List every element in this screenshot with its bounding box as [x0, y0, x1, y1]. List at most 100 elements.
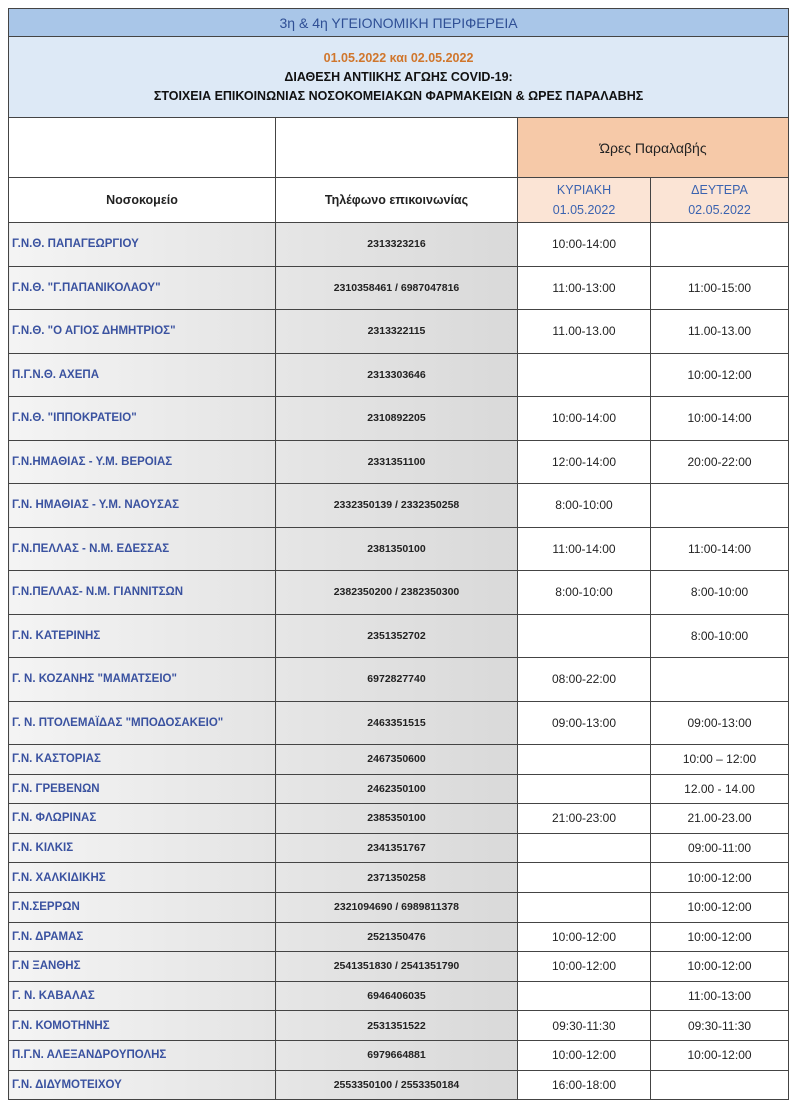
sunday-hours-cell: 10:00-12:00: [517, 921, 651, 953]
monday-hours-cell: 20:00-22:00: [649, 439, 790, 484]
hospital-name-cell: Γ. Ν. ΠΤΟΛΕΜΑΪΔΑΣ "ΜΠΟΔΟΣΑΚΕΙΟ": [8, 700, 276, 745]
phone-cell: 2463351515: [275, 700, 518, 745]
hospital-name-cell: Γ.Ν.Θ. "Γ.ΠΑΠΑΝΙΚΟΛΑΟΥ": [8, 265, 276, 310]
hospital-name-cell: Γ.Ν.Θ. "ΙΠΠΟΚΡΑΤΕΙΟ": [8, 396, 276, 441]
hospital-name-cell: Γ.Ν.ΗΜΑΘΙΑΣ - Υ.Μ. ΒΕΡΟΙΑΣ: [8, 439, 276, 484]
table-row: Γ.Ν.ΣΕΡΡΩΝ 2321094690 / 6989811378 10:00-1…: [8, 891, 790, 923]
monday-hours-cell: 10:00-12:00: [649, 951, 790, 982]
pharmacy-hours-table: 3η & 4η ΥΓΕΙΟΝΟΜΙΚΗ ΠΕΡΙΦΕΡΕΙΑ 01.05.202…: [7, 8, 790, 1101]
sunday-hours-cell: 09:30-11:30: [517, 1010, 651, 1041]
sunday-hours-cell: 11:00-14:00: [517, 526, 651, 571]
monday-hours-cell: 11:00-13:00: [649, 980, 790, 1012]
phone-cell: 2351352702: [275, 613, 518, 658]
sunday-hours-cell: [517, 862, 651, 893]
phone-cell: 2371350258: [275, 862, 518, 893]
subtitle-line-2: ΣΤΟΙΧΕΙΑ ΕΠΙΚΟΙΝΩΝΙΑΣ ΝΟΣΟΚΟΜΕΙΑΚΩΝ ΦΑΡΜ…: [153, 88, 644, 103]
monday-hours-cell: [649, 483, 790, 528]
table-row: Γ.Ν. ΚΙΛΚΙΣ 2341351767 09:00-11:00: [8, 832, 790, 864]
monday-hours-cell: 8:00-10:00: [649, 570, 790, 615]
table-row: Γ.Ν.ΠΕΛΛΑΣ - Ν.Μ. ΕΔΕΣΣΑΣ 2381350100 11:00…: [8, 526, 790, 571]
sunday-hours-cell: [517, 832, 651, 864]
phone-cell: 2462350100: [275, 773, 518, 805]
phone-cell: 2313322115: [275, 309, 518, 354]
phone-cell: 2521350476: [275, 921, 518, 953]
sunday-hours-cell: 08:00-22:00: [517, 657, 651, 702]
monday-hours-cell: 11:00-15:00: [649, 265, 790, 310]
subtitle: 01.05.2022 και 02.05.2022 ΔΙΑΘΕΣΗ ΑΝΤΙΙΚ…: [7, 36, 790, 118]
subtitle-line-1: ΔΙΑΘΕΣΗ ΑΝΤΙΙΚΗΣ ΑΓΩΗΣ COVID-19:: [284, 69, 513, 84]
column-header-sunday: ΚΥΡΙΑΚΗ 01.05.2022: [517, 177, 651, 223]
table-row: Γ.Ν. ΓΡΕΒΕΝΩΝ 2462350100 12.00 - 14.00: [8, 773, 790, 805]
sunday-hours-cell: [517, 352, 651, 397]
monday-hours-cell: 10:00-12:00: [649, 352, 790, 397]
day-date: 01.05.2022: [552, 203, 616, 217]
hospital-name-cell: Γ.Ν. ΚΙΛΚΙΣ: [8, 832, 276, 864]
day-name: ΔΕΥΤΕΡΑ: [691, 183, 748, 197]
monday-hours-cell: 21.00-23.00: [649, 803, 790, 834]
phone-cell: 2332350139 / 2332350258: [275, 483, 518, 528]
hospital-name-cell: Π.Γ.Ν.Θ. ΑΧΕΠΑ: [8, 352, 276, 397]
hospital-name-cell: Γ.Ν ΞΑΝΘΗΣ: [8, 951, 276, 982]
table-row: Γ.Ν.Θ. ΠΑΠΑΓΕΩΡΓΙΟΥ 2313323216 10:00-14:00: [8, 222, 790, 267]
monday-hours-cell: 10:00-12:00: [649, 862, 790, 893]
table-row: Π.Γ.Ν.Θ. ΑΧΕΠΑ 2313303646 10:00-12:00: [8, 352, 790, 397]
sunday-hours-cell: 16:00-18:00: [517, 1069, 651, 1101]
sunday-hours-cell: [517, 980, 651, 1012]
phone-cell: 2531351522: [275, 1010, 518, 1041]
column-header-monday: ΔΕΥΤΕΡΑ 02.05.2022: [649, 177, 790, 223]
hospital-name-cell: Γ.Ν. ΗΜΑΘΙΑΣ - Υ.Μ. ΝΑΟΥΣΑΣ: [8, 483, 276, 528]
table-row: Γ.Ν.Θ. "Γ.ΠΑΠΑΝΙΚΟΛΑΟΥ" 2310358461 / 6987…: [8, 265, 790, 310]
phone-cell: 2321094690 / 6989811378: [275, 891, 518, 923]
day-date: 02.05.2022: [688, 203, 751, 217]
monday-hours-cell: [649, 222, 790, 267]
table-row: Γ.Ν. ΚΑΤΕΡΙΝΗΣ 2351352702 8:00-10:00: [8, 613, 790, 658]
sunday-hours-cell: 10:00-14:00: [517, 396, 651, 441]
phone-cell: 2541351830 / 2541351790: [275, 951, 518, 982]
monday-hours-cell: 11.00-13.00: [649, 309, 790, 354]
phone-cell: 2385350100: [275, 803, 518, 834]
phone-cell: 2381350100: [275, 526, 518, 571]
table-row: Γ. Ν. ΠΤΟΛΕΜΑΪΔΑΣ "ΜΠΟΔΟΣΑΚΕΙΟ" 246335151…: [8, 700, 790, 745]
table-row: Γ. Ν. ΚΟΖΑΝΗΣ "ΜΑΜΑΤΣΕΙΟ" 6972827740 08:00…: [8, 657, 790, 702]
sunday-hours-cell: 8:00-10:00: [517, 570, 651, 615]
day-name: ΚΥΡΙΑΚΗ: [556, 183, 612, 197]
hospital-name-cell: Γ.Ν.ΣΕΡΡΩΝ: [8, 891, 276, 923]
table-row: Γ.Ν. ΚΑΣΤΟΡΙΑΣ 2467350600 10:00 – 12:00: [8, 744, 790, 775]
phone-cell: 2341351767: [275, 832, 518, 864]
phone-cell: 2553350100 / 2553350184: [275, 1069, 518, 1101]
monday-hours-cell: 09:00-11:00: [649, 832, 790, 864]
monday-hours-cell: 10:00-14:00: [649, 396, 790, 441]
table-row: Γ.Ν. ΚΟΜΟΤΗΝΗΣ 2531351522 09:30-11:30 09:30…: [8, 1010, 790, 1041]
table-row: Γ.Ν.ΠΕΛΛΑΣ- Ν.Μ. ΓΙΑΝΝΙΤΣΩΝ 2382350200 / …: [8, 570, 790, 615]
hospital-name-cell: Γ.Ν. ΓΡΕΒΕΝΩΝ: [8, 773, 276, 805]
sunday-hours-cell: 21:00-23:00: [517, 803, 651, 834]
monday-hours-cell: 10:00-12:00: [649, 1039, 790, 1071]
hospital-name-cell: Γ.Ν. ΔΙΔΥΜΟΤΕΙΧΟΥ: [8, 1069, 276, 1101]
hospital-name-cell: Γ.Ν.ΠΕΛΛΑΣ- Ν.Μ. ΓΙΑΝΝΙΤΣΩΝ: [8, 570, 276, 615]
sunday-hours-cell: [517, 773, 651, 805]
phone-cell: 6972827740: [275, 657, 518, 702]
sunday-hours-cell: [517, 891, 651, 923]
table-row: Π.Γ.Ν. ΑΛΕΞΑΝΔΡΟΥΠΟΛΗΣ 6979664881 10:00-12…: [8, 1039, 790, 1071]
table-row: Γ. Ν. ΚΑΒΑΛΑΣ 6946406035 11:00-13:00: [8, 980, 790, 1012]
region-title: 3η & 4η ΥΓΕΙΟΝΟΜΙΚΗ ΠΕΡΙΦΕΡΕΙΑ: [7, 8, 790, 37]
hospital-name-cell: Γ.Ν. ΧΑΛΚΙΔΙΚΗΣ: [8, 862, 276, 893]
column-header-hospital: Νοσοκομείο: [8, 177, 276, 223]
hospital-name-cell: Γ.Ν. ΚΑΤΕΡΙΝΗΣ: [8, 613, 276, 658]
monday-hours-cell: 10:00-12:00: [649, 891, 790, 923]
phone-cell: 6979664881: [275, 1039, 518, 1071]
monday-hours-cell: 11:00-14:00: [649, 526, 790, 571]
table-row: Γ.Ν. ΔΡΑΜΑΣ 2521350476 10:00-12:00 10:00-12…: [8, 921, 790, 953]
table-row: Γ.Ν. ΦΛΩΡΙΝΑΣ 2385350100 21:00-23:00 21.00-…: [8, 803, 790, 834]
phone-cell: 2331351100: [275, 439, 518, 484]
hospital-name-cell: Γ.Ν. ΦΛΩΡΙΝΑΣ: [8, 803, 276, 834]
hospital-name-cell: Γ.Ν. ΚΑΣΤΟΡΙΑΣ: [8, 744, 276, 775]
hospital-name-cell: Γ.Ν.Θ. "Ο ΑΓΙΟΣ ΔΗΜΗΤΡΙΟΣ": [8, 309, 276, 354]
table-row: Γ.Ν ΞΑΝΘΗΣ 2541351830 / 2541351790 10:00-1…: [8, 951, 790, 982]
monday-hours-cell: [649, 1069, 790, 1101]
hospital-name-cell: Γ. Ν. ΚΑΒΑΛΑΣ: [8, 980, 276, 1012]
blank-header-cell: [275, 117, 518, 178]
sunday-hours-cell: 09:00-13:00: [517, 700, 651, 745]
phone-cell: 2310892205: [275, 396, 518, 441]
phone-cell: 2382350200 / 2382350300: [275, 570, 518, 615]
